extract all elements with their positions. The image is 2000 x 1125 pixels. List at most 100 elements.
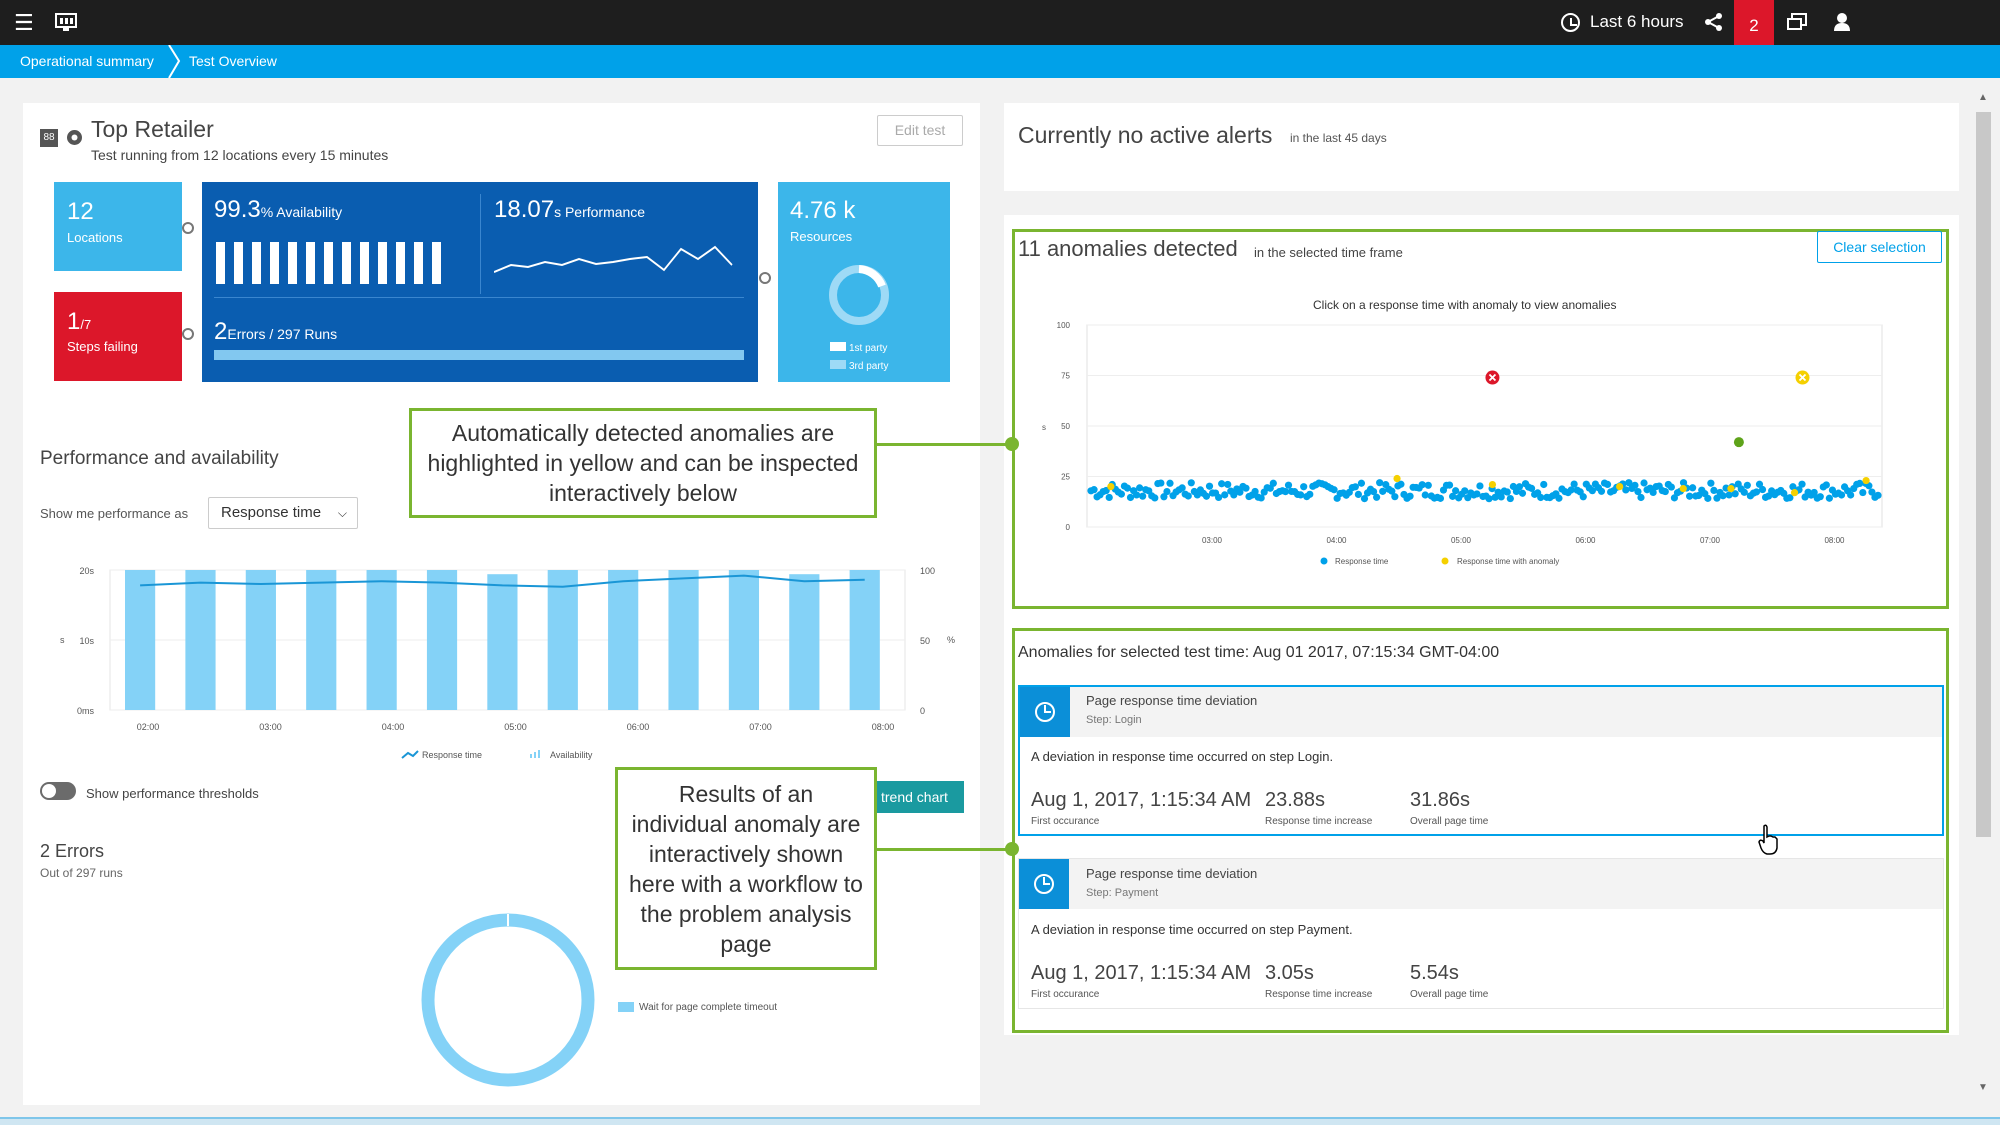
response-time-point	[1859, 488, 1867, 497]
response-time-point	[1388, 487, 1396, 495]
response-time-point	[1215, 493, 1223, 502]
overall-page-time-value: 31.86s	[1410, 789, 1471, 811]
y-tick-label: 75	[1061, 372, 1070, 381]
windows-icon[interactable]	[1786, 12, 1808, 36]
monitor-icon[interactable]	[55, 12, 77, 36]
anomaly-card-header	[1020, 687, 1942, 737]
response-time-point	[1503, 488, 1511, 496]
scrollbar-thumb[interactable]	[1976, 112, 1991, 837]
response-time-point	[1184, 492, 1192, 500]
anomaly-card-description: A deviation in response time occurred on…	[1031, 749, 1334, 764]
response-time-point	[1637, 493, 1645, 502]
response-time-point	[1625, 479, 1633, 487]
problems-badge[interactable]: 2	[1734, 0, 1774, 45]
anomaly-point	[1862, 476, 1870, 485]
availability-bar	[608, 570, 639, 710]
response-time-point	[1306, 490, 1314, 498]
response-time-point	[1281, 488, 1290, 496]
anomaly-legend-icon	[1441, 557, 1449, 565]
response-time-point	[1476, 482, 1484, 490]
response-time-point	[1752, 488, 1761, 496]
share-icon[interactable]	[1704, 12, 1724, 36]
x-tick-label: 06:00	[627, 722, 650, 732]
response-time-point	[1555, 494, 1563, 502]
response-time-point	[1187, 479, 1195, 487]
response-time-point	[1257, 494, 1265, 502]
response-time-point	[1163, 487, 1171, 496]
response-time-point	[1424, 481, 1432, 489]
anomaly-point	[1727, 485, 1735, 493]
response-time-point	[1160, 493, 1168, 501]
availability-bar	[306, 570, 337, 710]
locations-tile[interactable]: 12 Locations	[54, 182, 182, 271]
response-time-point	[1157, 479, 1165, 487]
anomaly-card-login[interactable]: Page response time deviation Step: Login…	[1018, 685, 1944, 836]
availability-legend-icon	[534, 752, 536, 758]
edit-test-button[interactable]: Edit test	[877, 115, 963, 146]
response-time-point	[1786, 494, 1794, 502]
response-time-legend-icon	[401, 750, 419, 759]
anomaly-card-payment[interactable]: Page response time deviation Step: Payme…	[1018, 858, 1944, 1009]
breadcrumb-operational-summary[interactable]: Operational summary	[20, 53, 154, 69]
response-time-point	[1123, 484, 1132, 492]
locations-label: Locations	[67, 230, 123, 245]
hamburger-icon[interactable]: ☰	[14, 10, 34, 35]
test-subtitle: Test running from 12 locations every 15 …	[91, 147, 389, 163]
y-axis-label: %	[947, 635, 955, 645]
y-tick-label: 50	[1061, 422, 1070, 431]
resources-tile[interactable]: 4.76 k Resources 1st party 3rd party	[778, 182, 950, 382]
selected-anomalies-title: Anomalies for selected test time: Aug 01…	[1018, 644, 1500, 661]
errors-donut-chart	[421, 913, 595, 1087]
performance-metric-dropdown[interactable]: Response time ⌵	[208, 497, 358, 529]
response-time-point	[1461, 487, 1469, 495]
response-time-point	[1497, 493, 1505, 501]
response-time-point	[1251, 487, 1259, 496]
response-time-point	[1704, 494, 1712, 502]
response-time-point	[1351, 483, 1359, 491]
response-time-point	[1236, 488, 1244, 496]
response-time-point	[1357, 479, 1366, 487]
availability-performance-tile[interactable]: 99.3% Availability 18.07s Performance 2E…	[202, 182, 758, 382]
overall-page-time-value: 5.54s	[1410, 962, 1459, 984]
anomalies-subtitle: in the selected time frame	[1254, 245, 1403, 260]
availability-bar	[125, 570, 156, 710]
response-time-point	[1178, 484, 1186, 492]
trend-chart-button[interactable]: trend chart	[876, 781, 964, 813]
response-time-point	[1713, 494, 1721, 502]
clock-icon	[1561, 12, 1580, 32]
response-time-point	[1418, 481, 1426, 489]
response-time-point	[1436, 494, 1445, 502]
y-tick-label: 0	[1066, 523, 1071, 532]
user-icon[interactable]	[1832, 12, 1852, 36]
callout-connector-dot	[1005, 842, 1019, 856]
scroll-up-icon[interactable]: ▲	[1978, 92, 1988, 103]
y-tick-label: 0	[920, 706, 925, 716]
clear-selection-button[interactable]: Clear selection	[1817, 231, 1942, 263]
show-performance-label: Show me performance as	[40, 506, 189, 521]
response-time-point	[1117, 490, 1125, 498]
response-time-point	[1707, 479, 1715, 487]
legend-label: Response time with anomaly	[1457, 557, 1559, 566]
response-time-point	[1379, 487, 1387, 495]
timeframe-selector[interactable]: Last 6 hours	[1561, 11, 1684, 33]
response-time-point	[1816, 493, 1824, 501]
response-time-point	[1221, 491, 1229, 499]
response-time-point	[1798, 480, 1806, 488]
anomalies-scatter-chart: 100 75 50 25 0 s 03:00 04:00 05:00 06:00 07:00 08:0…	[1042, 321, 1883, 566]
top-bar: ☰ Last 6 hours 2	[0, 0, 2000, 45]
availability-bar	[366, 570, 397, 710]
response-time-point	[1205, 482, 1214, 490]
performance-thresholds-toggle[interactable]	[40, 782, 76, 800]
availability-bar	[849, 570, 880, 710]
resources-label: Resources	[790, 229, 853, 244]
scroll-down-icon[interactable]: ▼	[1978, 1082, 1988, 1093]
hand-cursor-icon	[1757, 824, 1781, 861]
y-tick-label: 25	[1061, 473, 1070, 482]
response-time-point	[1661, 487, 1669, 496]
steps-failing-tile[interactable]: 1/7 Steps failing	[54, 292, 182, 381]
response-time-point	[1330, 486, 1338, 494]
x-tick-label: 04:00	[382, 722, 405, 732]
response-time-point	[1151, 494, 1159, 502]
breadcrumb-test-overview[interactable]: Test Overview	[189, 53, 277, 69]
legend-label: Availability	[550, 750, 593, 760]
